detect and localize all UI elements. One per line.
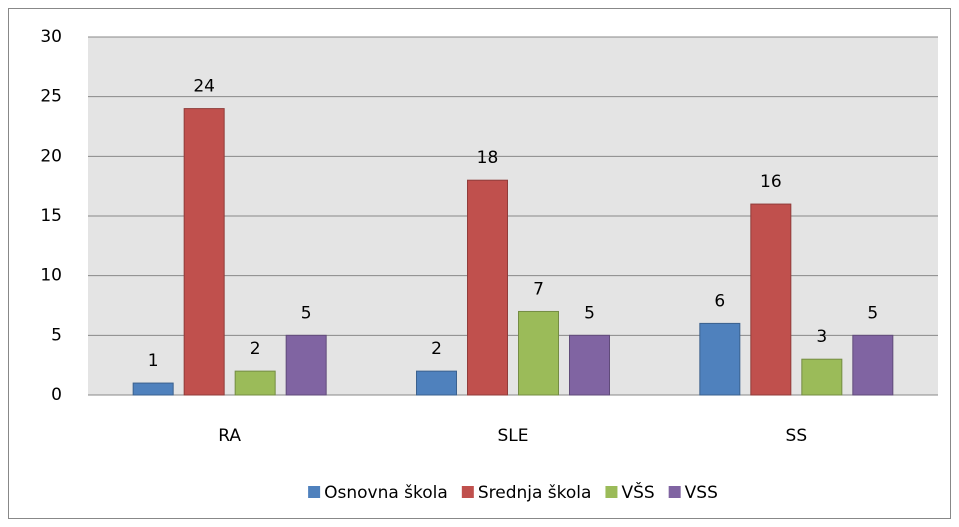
x-tick-label: RA: [218, 426, 241, 446]
bar: [183, 108, 225, 396]
y-tick-label: 20: [40, 146, 62, 166]
value-label: 1: [148, 351, 159, 371]
x-tick-label: SS: [786, 426, 808, 446]
value-label: 16: [760, 172, 782, 192]
value-label: 3: [816, 327, 827, 347]
bar: [132, 382, 174, 396]
value-label: 2: [431, 339, 442, 359]
legend-label: VŠS: [621, 481, 654, 503]
bar: [852, 334, 894, 396]
y-tick-label: 30: [40, 27, 62, 47]
y-tick-label: 10: [40, 266, 62, 286]
value-label: 5: [301, 303, 312, 323]
value-label: 5: [867, 303, 878, 323]
value-label: 18: [477, 148, 499, 168]
value-label: 5: [584, 303, 595, 323]
legend-swatch: [605, 486, 618, 498]
bar: [518, 310, 559, 396]
legend-swatch: [308, 486, 321, 498]
legend-label: VSS: [685, 483, 718, 503]
bar: [569, 334, 610, 396]
legend-swatch: [668, 486, 681, 498]
legend-label: Srednja škola: [478, 483, 592, 503]
value-label: 6: [714, 291, 725, 311]
bar: [467, 179, 508, 396]
value-label: 2: [250, 339, 261, 359]
legend-swatch: [461, 486, 474, 498]
bar: [801, 358, 843, 396]
value-label: 24: [193, 77, 215, 97]
value-label: 7: [533, 279, 544, 299]
y-tick-label: 0: [51, 385, 62, 405]
legend-label: Osnovna škola: [324, 483, 448, 503]
bar: [285, 334, 327, 396]
bar: [750, 203, 792, 396]
y-tick-label: 25: [40, 87, 62, 107]
bar: [699, 322, 741, 396]
bar: [234, 370, 276, 396]
y-tick-label: 5: [51, 325, 62, 345]
bar: [416, 370, 457, 396]
y-tick-label: 15: [40, 206, 62, 226]
x-tick-label: SLE: [497, 426, 528, 446]
